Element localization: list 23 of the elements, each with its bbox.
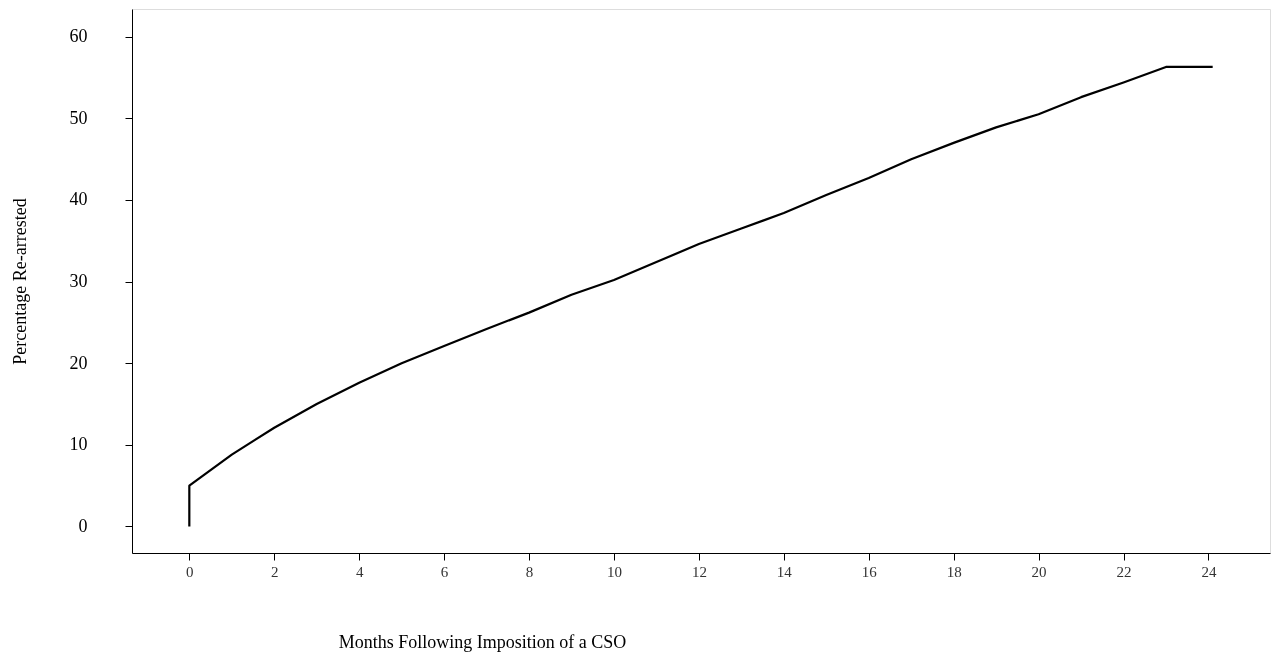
x-tick-label: 24 <box>1201 563 1217 580</box>
y-tick-label: 60 <box>69 26 88 47</box>
y-axis-title: Percentage Re-arrested <box>9 198 30 365</box>
y-tick-label: 20 <box>69 352 88 373</box>
x-tick-label: 20 <box>1031 563 1047 580</box>
x-tick-label: 2 <box>271 563 279 580</box>
y-tick-label: 50 <box>69 107 88 128</box>
x-tick-label: 0 <box>186 563 194 580</box>
y-tick-label: 40 <box>69 189 88 210</box>
x-tick-label: 8 <box>525 563 534 580</box>
x-axis-title: Months Following Imposition of a CSO <box>338 631 627 652</box>
x-tick-label: 14 <box>776 563 793 580</box>
x-tick-label: 10 <box>606 563 622 580</box>
x-tick-label: 12 <box>691 563 707 580</box>
x-tick-label: 6 <box>440 563 449 580</box>
y-tick-label: 0 <box>78 515 88 536</box>
x-tick-label: 22 <box>1116 563 1132 580</box>
x-tick-label: 16 <box>861 563 878 580</box>
line-series <box>188 65 1214 528</box>
x-tick-label: 18 <box>946 563 962 580</box>
x-tick-label: 4 <box>355 563 364 580</box>
y-tick-label: 10 <box>69 434 88 455</box>
y-tick-label: 30 <box>69 271 88 292</box>
